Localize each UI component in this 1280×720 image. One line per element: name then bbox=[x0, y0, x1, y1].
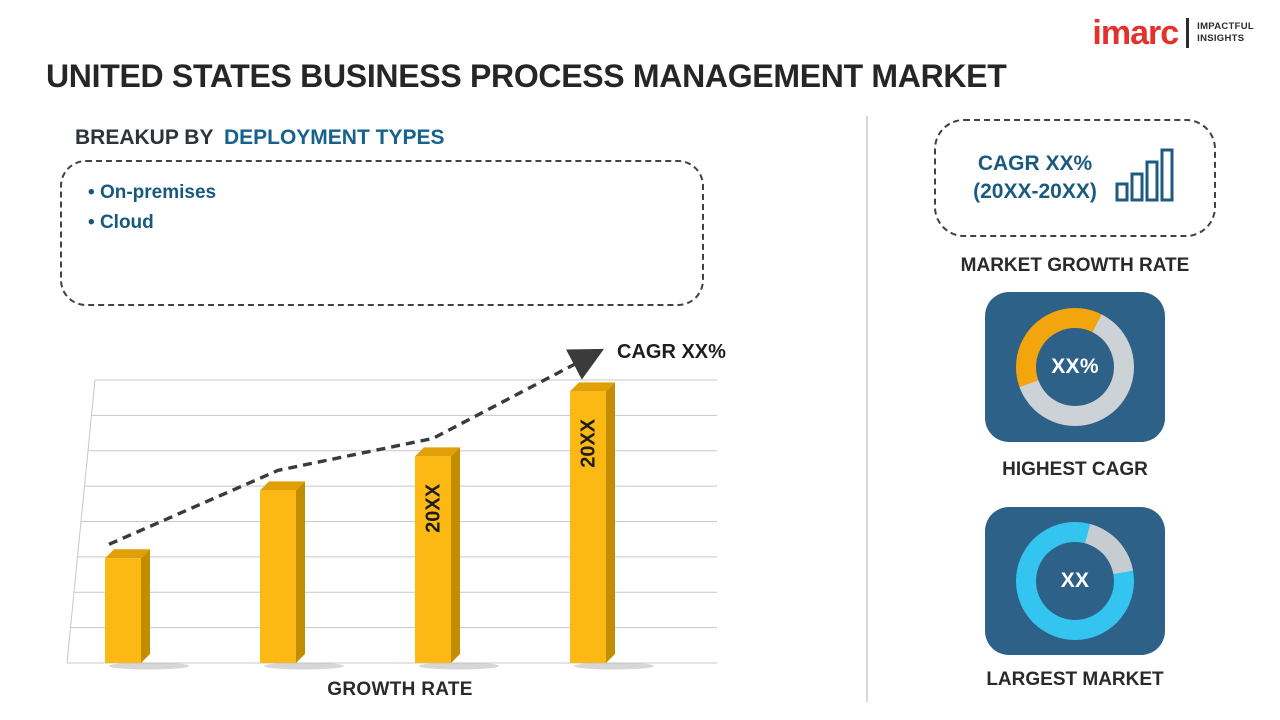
deployment-type-list: On-premisesCloud bbox=[88, 178, 676, 239]
growth-bar-chart: 20XX 20XX bbox=[65, 340, 735, 685]
cagr-summary-line1: CAGR XX% bbox=[977, 151, 1093, 175]
vertical-divider bbox=[866, 116, 868, 702]
largest-market-donut: XX bbox=[1016, 522, 1134, 640]
breakup-heading: BREAKUP BY DEPLOYMENT TYPES bbox=[75, 126, 444, 150]
highest-cagr-tile: XX% bbox=[985, 292, 1165, 442]
logo-tagline-line1: IMPACTFUL bbox=[1197, 20, 1254, 32]
svg-text:20XX: 20XX bbox=[422, 483, 444, 533]
cagr-trend-label: CAGR XX% bbox=[617, 341, 726, 363]
cagr-summary-text: CAGR XX% (20XX-20XX) bbox=[973, 150, 1097, 207]
logo-tagline-line2: INSIGHTS bbox=[1197, 33, 1245, 44]
highest-cagr-donut: XX% bbox=[1016, 308, 1134, 426]
logo-divider bbox=[1186, 18, 1190, 48]
growth-bars-icon bbox=[1115, 148, 1177, 209]
svg-text:20XX: 20XX bbox=[577, 418, 599, 468]
market-growth-rate-label: MARKET GROWTH RATE bbox=[960, 255, 1190, 276]
deployment-type-item: Cloud bbox=[88, 208, 676, 238]
imarc-logo: imarc IMPACTFUL INSIGHTS bbox=[1092, 16, 1254, 50]
deployment-types-box: On-premisesCloud bbox=[60, 160, 704, 306]
logo-tagline: IMPACTFUL INSIGHTS bbox=[1197, 21, 1254, 46]
highest-cagr-label: HIGHEST CAGR bbox=[1002, 459, 1148, 480]
largest-market-label: LARGEST MARKET bbox=[986, 669, 1164, 690]
breakup-heading-prefix: BREAKUP BY bbox=[75, 126, 214, 149]
page-title: UNITED STATES BUSINESS PROCESS MANAGEMEN… bbox=[46, 58, 1007, 94]
highest-cagr-value: XX% bbox=[1051, 355, 1099, 378]
imarc-logo-text: imarc bbox=[1092, 14, 1179, 52]
cagr-summary-box: CAGR XX% (20XX-20XX) bbox=[934, 119, 1216, 237]
cagr-summary-line2: (20XX-20XX) bbox=[973, 180, 1097, 203]
growth-rate-axis-label: GROWTH RATE bbox=[327, 679, 473, 700]
breakup-heading-accent: DEPLOYMENT TYPES bbox=[223, 126, 445, 149]
largest-market-value: XX bbox=[1060, 569, 1090, 592]
largest-market-tile: XX bbox=[985, 507, 1165, 655]
deployment-type-item: On-premises bbox=[88, 178, 676, 208]
